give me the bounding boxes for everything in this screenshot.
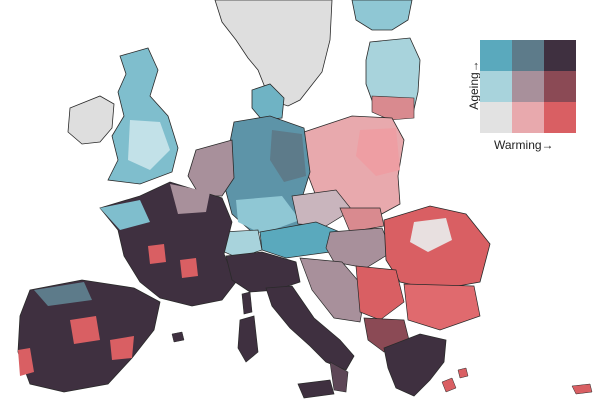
legend-cell-r0-c1 — [512, 40, 544, 71]
corsica-island — [241, 291, 253, 315]
balkans-west — [299, 257, 367, 323]
legend-cell-r0-c2 — [544, 40, 576, 71]
denmark-region — [251, 83, 285, 121]
bivariate-legend: Ageing→ Warming→ — [458, 36, 598, 166]
legend-cell-r2-c2 — [544, 102, 576, 133]
czechia-region — [291, 189, 353, 227]
greek-islands — [441, 367, 469, 393]
bulgaria-region — [403, 283, 481, 331]
legend-cell-r1-c2 — [544, 71, 576, 102]
legend-cell-r0-c0 — [480, 40, 512, 71]
france-spots — [148, 244, 198, 278]
legend-cell-r2-c0 — [480, 102, 512, 133]
serbia-region — [355, 265, 405, 321]
benelux-region — [187, 139, 235, 197]
germany-south — [236, 196, 300, 234]
balearic-islands — [171, 331, 185, 343]
poland-east — [356, 128, 400, 176]
romania-region — [383, 205, 491, 291]
cyprus-island — [571, 383, 593, 395]
legend-x-axis-label: Warming→ — [494, 138, 554, 152]
iberia-north-coast — [34, 282, 92, 306]
great-britain-inner — [128, 120, 170, 170]
france-north — [170, 184, 210, 214]
ireland-landmass — [67, 95, 115, 145]
sicily-island — [297, 379, 335, 399]
sardinia-island — [237, 315, 259, 363]
italy-south-tip — [329, 361, 349, 393]
iberia-red-patches — [18, 316, 134, 376]
legend-cell-r1-c1 — [512, 71, 544, 102]
legend-cell-r2-c1 — [512, 102, 544, 133]
germany-east — [270, 130, 306, 182]
france-northwest — [100, 200, 150, 230]
legend-y-axis-label: Ageing→ — [467, 60, 481, 110]
legend-cell-r1-c0 — [480, 71, 512, 102]
romania-highland — [410, 218, 452, 252]
legend-color-grid — [480, 40, 576, 133]
baltic-south — [371, 95, 415, 121]
greece-region — [383, 333, 447, 397]
finland-region — [351, 0, 413, 31]
italy-peninsula — [265, 285, 355, 371]
